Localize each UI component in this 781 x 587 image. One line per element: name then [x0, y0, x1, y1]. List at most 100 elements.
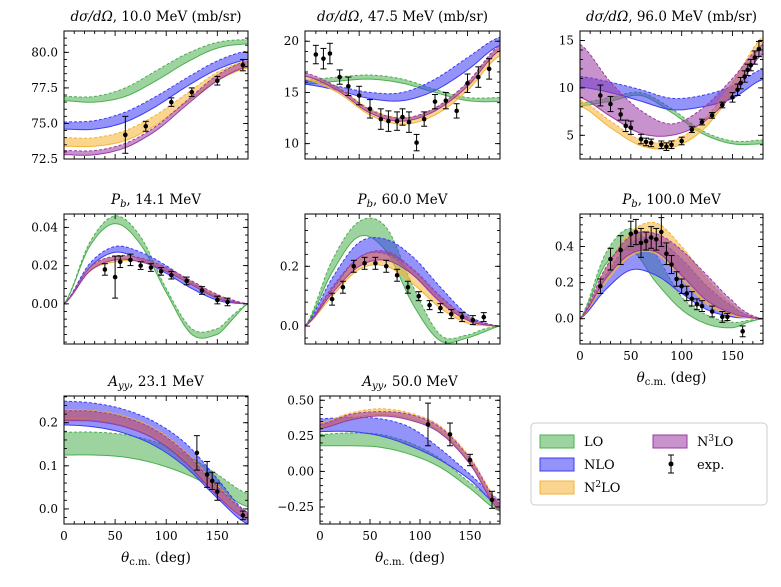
data-point: [648, 235, 654, 240]
data-point: [432, 99, 438, 104]
band-LO: [64, 432, 248, 507]
band-edge-LO: [64, 223, 248, 339]
band-edge-LO: [305, 234, 500, 344]
data-point: [669, 142, 674, 148]
data-point: [659, 229, 664, 235]
data-point: [215, 78, 220, 84]
panel-title: Pb, 100.0 MeV: [621, 192, 721, 210]
y-tick-label: 0.0: [555, 312, 574, 326]
band-edge-LO: [305, 78, 500, 103]
band-edge-N3LO: [305, 259, 500, 327]
y-tick-label: 75.0: [31, 116, 58, 130]
data-point: [112, 274, 118, 280]
data-point: [628, 231, 634, 237]
data-point: [189, 89, 195, 95]
x-tick-label: 100: [155, 529, 178, 543]
band-LO: [305, 75, 500, 102]
panel-ayy23: 0 50 100 150 θc.m. (deg) 0.0 0.1 0.2 Ayy, 23.1 M…: [39, 374, 249, 568]
y-tick-label: 0.02: [31, 259, 58, 273]
band-LO: [320, 433, 500, 512]
data-point: [143, 123, 149, 129]
y-tick-label: 0.1: [39, 459, 58, 473]
y-tick-label: 10: [559, 81, 574, 95]
band-edge-N2LO: [320, 408, 500, 504]
x-tick-label: 50: [107, 529, 122, 543]
data-point: [709, 113, 715, 118]
data-point: [689, 127, 695, 132]
data-point: [427, 302, 432, 308]
data-point: [158, 269, 164, 274]
band-edge-LO: [64, 215, 248, 333]
data-point: [476, 74, 481, 80]
data-point: [598, 283, 603, 289]
data-point: [720, 314, 725, 320]
data-point: [148, 265, 154, 270]
data-point: [756, 46, 762, 52]
band-LO: [64, 215, 248, 339]
band-edge-LO: [64, 431, 248, 495]
band-edge-NLO: [64, 50, 248, 123]
y-tick-label: 80.0: [31, 45, 58, 59]
data-point: [467, 457, 473, 463]
data-point: [481, 314, 487, 320]
band-NLO: [64, 50, 248, 130]
plot-area: [64, 215, 248, 339]
band-N3LO: [580, 231, 763, 319]
x-tick-label: 0: [576, 349, 584, 363]
y-tick-label: 72.5: [31, 152, 58, 166]
data-point: [367, 106, 373, 112]
data-point: [674, 276, 679, 282]
data-point: [356, 93, 362, 98]
data-point: [745, 67, 751, 73]
data-point: [748, 62, 754, 68]
data-point: [447, 432, 453, 437]
data-point: [628, 125, 634, 131]
panel-title: dσ/dΩ, 10.0 MeV (mb/sr): [71, 9, 242, 25]
data-point: [199, 288, 205, 293]
data-point: [215, 489, 220, 494]
legend: LO NLO N2LO N3LO exp.: [530, 422, 768, 506]
panel-xs47: 10 15 20 dσ/dΩ, 47.5 MeV (mb/sr): [284, 9, 501, 160]
data-point: [194, 450, 200, 456]
band-edge-N3LO: [305, 44, 500, 119]
x-axis-label: θc.m. (deg): [121, 550, 191, 568]
data-point: [443, 98, 449, 103]
x-tick-label: 100: [409, 529, 432, 543]
data-point: [438, 305, 443, 311]
data-point: [643, 139, 649, 145]
y-tick-label: 20: [284, 34, 299, 48]
band-edge-NLO: [305, 236, 500, 327]
data-point: [618, 112, 623, 117]
y-tick-label: 0.00: [31, 297, 58, 311]
data-point: [633, 229, 639, 235]
data-point: [738, 80, 743, 86]
y-tick-label: 0.50: [287, 393, 314, 407]
data-point: [373, 261, 378, 266]
data-point: [752, 55, 758, 60]
data-point: [383, 263, 389, 269]
data-point: [400, 114, 405, 120]
band-N3LO: [580, 44, 763, 137]
x-tick-label: 150: [459, 529, 482, 543]
plot-area: [64, 400, 248, 524]
band-edge-N3LO: [64, 410, 248, 513]
data-point: [378, 116, 384, 122]
data-point: [659, 142, 664, 148]
y-tick-label: 0.2: [280, 259, 299, 273]
band-NLO: [305, 37, 500, 102]
data-point: [684, 291, 690, 296]
band-edge-NLO: [64, 58, 248, 131]
x-tick-label: 150: [721, 349, 744, 363]
data-point: [598, 93, 603, 98]
band-N3LO: [320, 411, 500, 512]
legend-label-LO: LO: [584, 435, 603, 450]
plot-area: [64, 39, 248, 156]
band-LO: [305, 218, 500, 344]
data-point: [346, 83, 351, 89]
panel-xs10: 72.5 75.0 77.5 80.0 dσ/dΩ, 10.0 MeV (mb/sr): [31, 9, 249, 166]
x-tick-label: 150: [206, 529, 229, 543]
axes-frame: [63, 213, 249, 345]
data-point: [643, 238, 649, 244]
x-tick-label: 50: [362, 529, 377, 543]
